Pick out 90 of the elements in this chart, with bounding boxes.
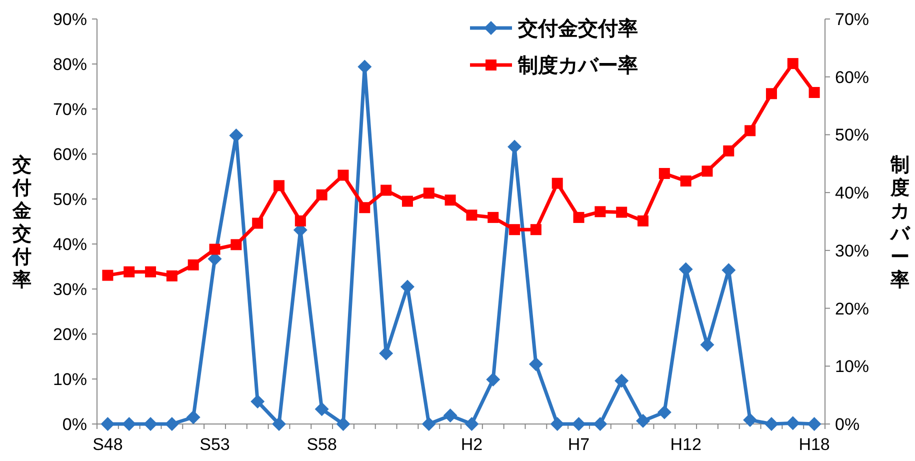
legend-label: 交付金交付率 [517,17,638,40]
point [380,184,392,196]
point [250,394,265,408]
point [402,196,413,207]
y-tick-label: 40% [52,235,87,254]
point [464,417,479,431]
point [638,215,648,226]
x-tick-label: H7 [568,435,590,454]
point [702,166,713,177]
x-tick-label: S58 [306,435,337,454]
point [766,88,777,100]
point [144,417,158,431]
y-tick-label: 70% [52,100,87,119]
point [508,140,522,154]
y2-tick-label: 20% [835,299,870,318]
point [274,180,284,192]
y-tick-label: 10% [52,370,87,389]
point [338,170,349,181]
point [550,417,564,431]
point [166,270,178,282]
y2-tick-label: 0% [835,415,860,434]
point [358,60,372,74]
axis-title: 制度カバー率 [890,155,910,291]
point [594,206,606,218]
point [466,210,478,221]
point [102,270,114,281]
point [444,194,456,206]
y2-tick-label: 50% [835,126,870,145]
point [100,417,115,431]
point [122,417,136,431]
point [209,244,220,255]
y2-tick-label: 70% [835,10,870,29]
point [680,176,692,186]
x-tick-label: H18 [798,435,830,454]
y-tick-label: 80% [52,55,87,74]
point [272,417,286,431]
y2-tick-label: 60% [835,68,870,87]
x-tick-label: S53 [200,435,230,454]
point [422,417,436,431]
point [230,239,242,250]
point [294,215,306,226]
y2-tick-label: 40% [835,184,870,203]
point [145,266,156,278]
point [808,86,820,98]
point [316,189,328,200]
point [658,168,670,179]
point [636,414,650,428]
point [509,224,520,236]
point [314,402,329,416]
point [528,357,543,372]
y-tick-label: 0% [62,415,87,434]
point [486,372,500,386]
y-tick-label: 90% [52,10,87,29]
y2-tick-label: 30% [835,241,870,260]
point [787,58,798,70]
point [723,145,734,156]
point [786,416,800,430]
point [336,417,350,431]
point [552,178,563,189]
x-tick-label: H2 [460,435,483,454]
point [530,224,542,236]
y2-tick-label: 10% [835,357,870,376]
point [744,125,756,136]
point [764,417,778,431]
point [614,374,629,388]
point [700,338,714,352]
y-tick-label: 30% [52,280,87,299]
point [359,202,370,214]
point [616,206,628,218]
point [188,259,199,270]
point [164,417,179,431]
axis-title: 交付金交付率 [12,155,32,291]
point [593,417,608,431]
y-tick-label: 20% [52,325,87,344]
point [807,417,822,431]
point [743,412,758,427]
point [657,405,672,420]
legend-label: 制度カバー率 [517,54,638,77]
y-tick-label: 50% [52,190,87,209]
point [252,218,264,229]
point [186,410,200,424]
x-tick-label: H12 [670,435,702,454]
x-tick-label: S48 [92,435,123,454]
point [443,408,458,422]
y-tick-label: 60% [52,145,87,164]
point [124,266,135,278]
point [572,417,586,431]
point [488,212,499,223]
point [573,212,584,223]
point [423,188,434,199]
